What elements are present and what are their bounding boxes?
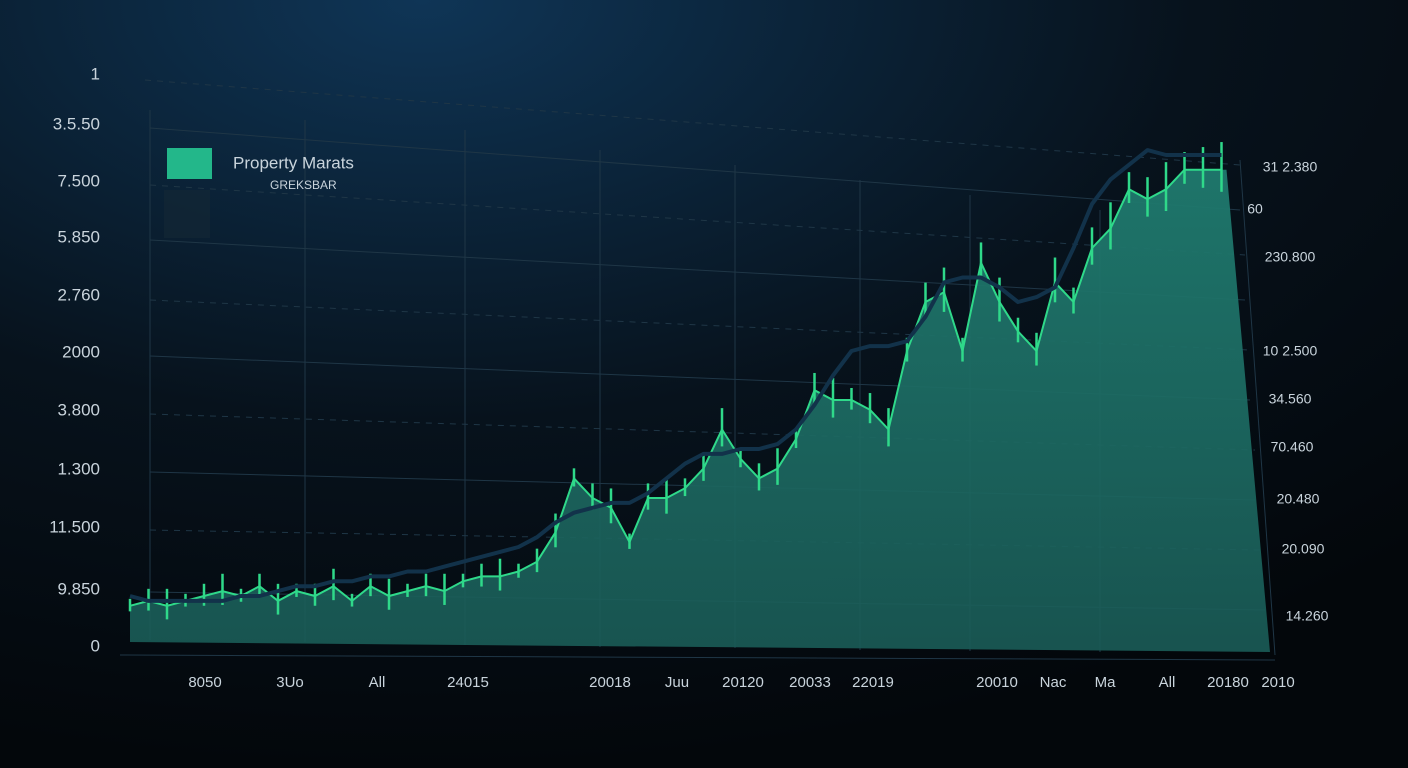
x-axis-label: All [369, 674, 386, 691]
x-axis-label: Ma [1095, 674, 1116, 691]
x-axis-label: Juu [665, 674, 689, 691]
y-axis-label: 7.500 [57, 171, 100, 190]
x-axis-label: 24015 [447, 674, 489, 691]
x-axis-label: 8050 [188, 674, 221, 691]
x-axis-label: 3Uo [276, 674, 304, 691]
y2-axis-label: 20.480 [1277, 491, 1320, 507]
legend-subtitle: GREKSBAR [270, 178, 337, 192]
y-axis-label: 3.5.50 [53, 114, 100, 133]
y-axis-label: 11.500 [49, 517, 100, 536]
y-axis-label: 1.300 [57, 459, 100, 478]
legend-swatch [167, 148, 212, 179]
area-fill [130, 169, 1270, 652]
x-axis-label: 20010 [976, 674, 1018, 691]
y2-axis-label: 31 2.380 [1263, 159, 1318, 175]
x-axis-label: 20180 [1207, 674, 1249, 691]
y2-axis-label: 14.260 [1286, 608, 1329, 624]
y-axis-label: 0 [91, 636, 100, 655]
x-axis-label: All [1159, 674, 1176, 691]
x-axis-label: 22019 [852, 674, 894, 691]
x-axis-label: 20018 [589, 674, 631, 691]
legend-title: Property Marats [233, 153, 354, 172]
area-line [129, 168, 1222, 607]
trend-line [129, 148, 1222, 603]
y-axis-label: 2000 [62, 342, 100, 361]
y-axis-label: 9.850 [57, 579, 100, 598]
y2-axis-label: 20.090 [1282, 541, 1325, 557]
y2-axis-label: 10 2.500 [1263, 343, 1318, 359]
legend-panel [164, 190, 210, 238]
y2-axis-label: 34.560 [1269, 391, 1312, 407]
y-axis-label: 5.850 [57, 227, 100, 246]
x-axis-label: Nac [1040, 674, 1067, 691]
y-axis-label: 3.800 [57, 400, 100, 419]
x-axis-label: 20120 [722, 674, 764, 691]
x-axis-label: 20033 [789, 674, 831, 691]
y2-axis-label: 60 [1247, 201, 1263, 217]
y-axis-label: 1 [91, 64, 100, 83]
y2-axis-label: 70.460 [1271, 439, 1314, 455]
x-axis-label: 2010 [1261, 674, 1294, 691]
y2-axis-label: 230.800 [1265, 249, 1316, 265]
y-axis-label: 2.760 [57, 285, 100, 304]
